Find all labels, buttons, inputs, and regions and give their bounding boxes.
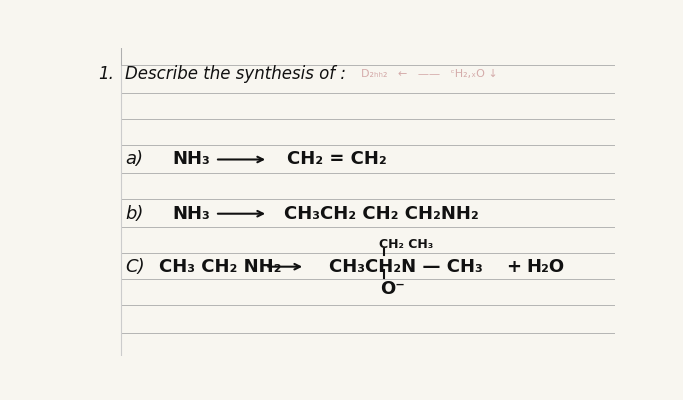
Text: CH₃CH₂ CH₂ CH₂NH₂: CH₃CH₂ CH₂ CH₂NH₂	[284, 205, 479, 223]
Text: CH₃CH₂N — CH₃: CH₃CH₂N — CH₃	[329, 258, 483, 276]
Text: Describe the synthesis of :: Describe the synthesis of :	[125, 65, 346, 83]
Text: 1.: 1.	[98, 65, 115, 83]
Text: CH₃ CH₂ NH₂: CH₃ CH₂ NH₂	[160, 258, 282, 276]
Text: CH₂ CH₃: CH₂ CH₃	[379, 238, 434, 251]
Text: NH₃: NH₃	[173, 150, 210, 168]
Text: NH₃: NH₃	[173, 205, 210, 223]
Text: O⁻: O⁻	[380, 280, 405, 298]
Text: H₂O: H₂O	[527, 258, 564, 276]
Text: b): b)	[125, 205, 143, 223]
Text: D₂ₕₕ₂   ←   ——   ᶜH₂,ₓO ↓: D₂ₕₕ₂ ← —— ᶜH₂,ₓO ↓	[361, 69, 497, 79]
Text: C): C)	[125, 258, 145, 276]
Text: a): a)	[125, 150, 143, 168]
Text: CH₂ = CH₂: CH₂ = CH₂	[287, 150, 387, 168]
Text: +: +	[506, 258, 521, 276]
